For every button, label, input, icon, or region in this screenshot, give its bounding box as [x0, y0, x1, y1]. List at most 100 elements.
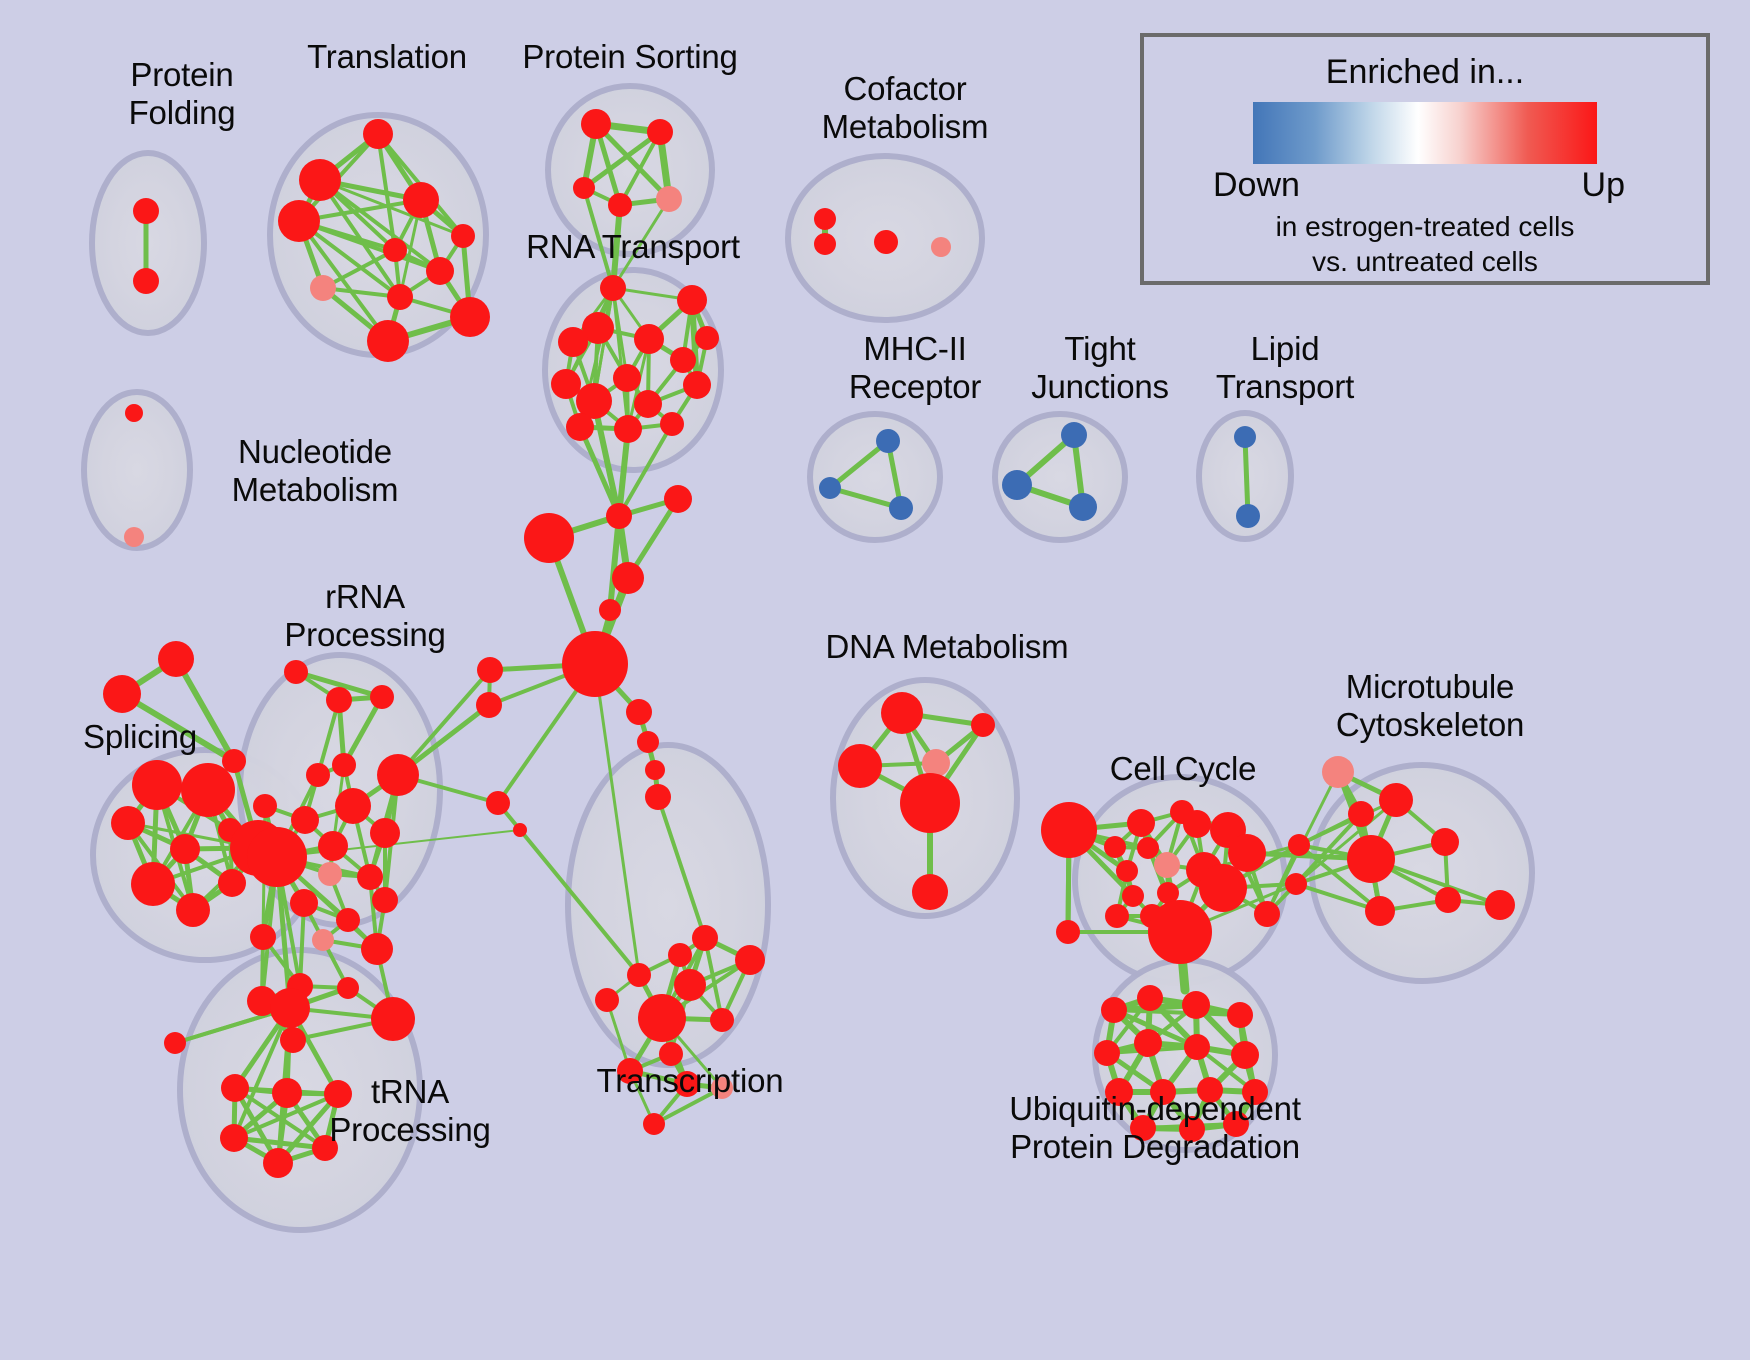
legend-color-gradient-bar — [1253, 102, 1597, 164]
cluster-label-protein-folding: Protein Folding — [128, 56, 236, 131]
edge-transcription — [652, 1086, 724, 1126]
edge-rna-transport — [611, 286, 630, 431]
node-lipid-transport — [1234, 426, 1256, 448]
node-rrna-processing — [247, 827, 307, 887]
node-splicing — [111, 806, 145, 840]
node-translation — [383, 238, 407, 262]
edge-translation — [297, 219, 390, 343]
edge-translation — [318, 178, 465, 238]
edge-ubiquitin-protein-degradation — [1111, 1007, 1200, 1050]
node-translation — [451, 224, 475, 248]
node-transcription — [627, 963, 651, 987]
node-translation — [299, 159, 341, 201]
node-protein-folding — [133, 268, 159, 294]
node-microtubule-cytoskeleton — [1435, 887, 1461, 913]
node-cell-cycle — [1148, 900, 1212, 964]
node-nucleotide-metabolism — [125, 404, 143, 422]
node-splicing — [131, 862, 175, 906]
node-rrna-processing — [318, 862, 342, 886]
edge-rrna-processing — [293, 669, 385, 700]
node-transcription — [659, 1042, 683, 1066]
node-translation — [403, 182, 439, 218]
node-hub-node-n — [513, 823, 527, 837]
node-ubiquitin-protein-degradation — [1150, 1079, 1176, 1105]
node-trna-processing — [324, 1080, 352, 1108]
node-rrna-processing — [370, 685, 394, 709]
edge-translation — [297, 219, 442, 273]
inter-cluster-edge — [276, 829, 521, 858]
cluster-label-splicing: Splicing — [83, 718, 197, 755]
edge-trna-processing — [232, 1006, 292, 1140]
node-rna-transport — [558, 327, 588, 357]
node-ubiquitin-protein-degradation — [1197, 1077, 1223, 1103]
edge-protein-sorting — [593, 121, 672, 202]
node-rrna-processing — [372, 887, 398, 913]
node-rrna-processing — [312, 929, 334, 951]
inter-cluster-edge — [119, 691, 237, 764]
legend-low-label: Down — [1213, 166, 1300, 204]
node-transcription — [710, 1008, 734, 1032]
node-microtubule-cytoskeleton — [1348, 801, 1374, 827]
node-transcription — [638, 994, 686, 1042]
node-translation — [278, 200, 320, 242]
node-protein-sorting — [647, 119, 673, 145]
node-rna-transport — [634, 390, 662, 418]
node-tight-junctions — [1002, 470, 1032, 500]
node-lipid-transport — [1236, 504, 1260, 528]
node-ubiquitin-protein-degradation — [1184, 1034, 1210, 1060]
cluster-label-tight-junctions: Tight Junctions — [1031, 330, 1169, 405]
node-hub-node-c — [524, 513, 574, 563]
node-trna-processing — [221, 1074, 249, 1102]
inter-cluster-edge — [577, 424, 622, 519]
node-microtubule-cytoskeleton — [1365, 896, 1395, 926]
node-ubiquitin-protein-degradation — [1094, 1040, 1120, 1066]
node-trna-processing — [312, 1135, 338, 1161]
node-cell-cycle — [1116, 860, 1138, 882]
node-hub-node-k — [645, 760, 665, 780]
node-microtubule-cytoskeleton — [1379, 783, 1413, 817]
node-ubiquitin-protein-degradation — [1242, 1079, 1268, 1105]
inter-cluster-edge — [593, 662, 641, 977]
node-cell-cycle — [1041, 802, 1097, 858]
node-hub-node-h — [476, 692, 502, 718]
node-microtubule-cytoskeleton — [1288, 834, 1310, 856]
cluster-label-nucleotide-metabolism: Nucleotide Metabolism — [231, 433, 399, 508]
node-cell-cycle — [1137, 837, 1159, 859]
node-translation — [387, 284, 413, 310]
node-ubiquitin-protein-degradation — [1134, 1029, 1162, 1057]
cluster-label-ubiquitin-protein-degradation: Ubiquitin-dependent Protein Degradation — [1009, 1090, 1301, 1165]
node-rna-transport — [600, 275, 626, 301]
node-cell-cycle — [1199, 864, 1247, 912]
cluster-label-cell-cycle: Cell Cycle — [1109, 750, 1257, 787]
node-ubiquitin-protein-degradation — [1101, 997, 1127, 1023]
cluster-label-trna-processing: tRNA Processing — [329, 1073, 491, 1148]
node-translation — [310, 275, 336, 301]
node-rna-transport — [634, 324, 664, 354]
node-cell-cycle — [1056, 920, 1080, 944]
edge-mhc-ii-receptor — [827, 438, 891, 491]
cluster-label-protein-sorting: Protein Sorting — [522, 38, 738, 75]
node-rrna-processing — [253, 794, 277, 818]
node-translation — [367, 320, 409, 362]
edge-trna-processing — [231, 1135, 328, 1151]
node-cell-cycle — [1122, 885, 1144, 907]
node-dna-metabolism — [838, 744, 882, 788]
cluster-label-lipid-transport: Lipid Transport — [1215, 330, 1355, 405]
edge-lipid-transport — [1242, 434, 1251, 519]
inter-cluster-edge — [656, 795, 707, 940]
cluster-label-transcription: Transcription — [596, 1062, 784, 1099]
node-trna-processing — [164, 1032, 186, 1054]
node-transcription — [674, 969, 706, 1001]
node-cell-cycle — [1157, 882, 1179, 904]
network-nodes — [103, 109, 1515, 1178]
inter-cluster-edge — [611, 197, 671, 290]
node-microtubule-cytoskeleton — [1347, 835, 1395, 883]
node-trna-processing — [263, 1148, 293, 1178]
node-microtubule-cytoskeleton — [1322, 756, 1354, 788]
edge-trna-processing — [275, 1091, 341, 1166]
node-ubiquitin-protein-degradation — [1223, 1111, 1249, 1137]
node-rrna-processing — [336, 908, 360, 932]
cluster-label-cofactor-metabolism: Cofactor Metabolism — [821, 70, 989, 145]
node-dna-metabolism — [971, 713, 995, 737]
node-rrna-processing — [371, 997, 415, 1041]
